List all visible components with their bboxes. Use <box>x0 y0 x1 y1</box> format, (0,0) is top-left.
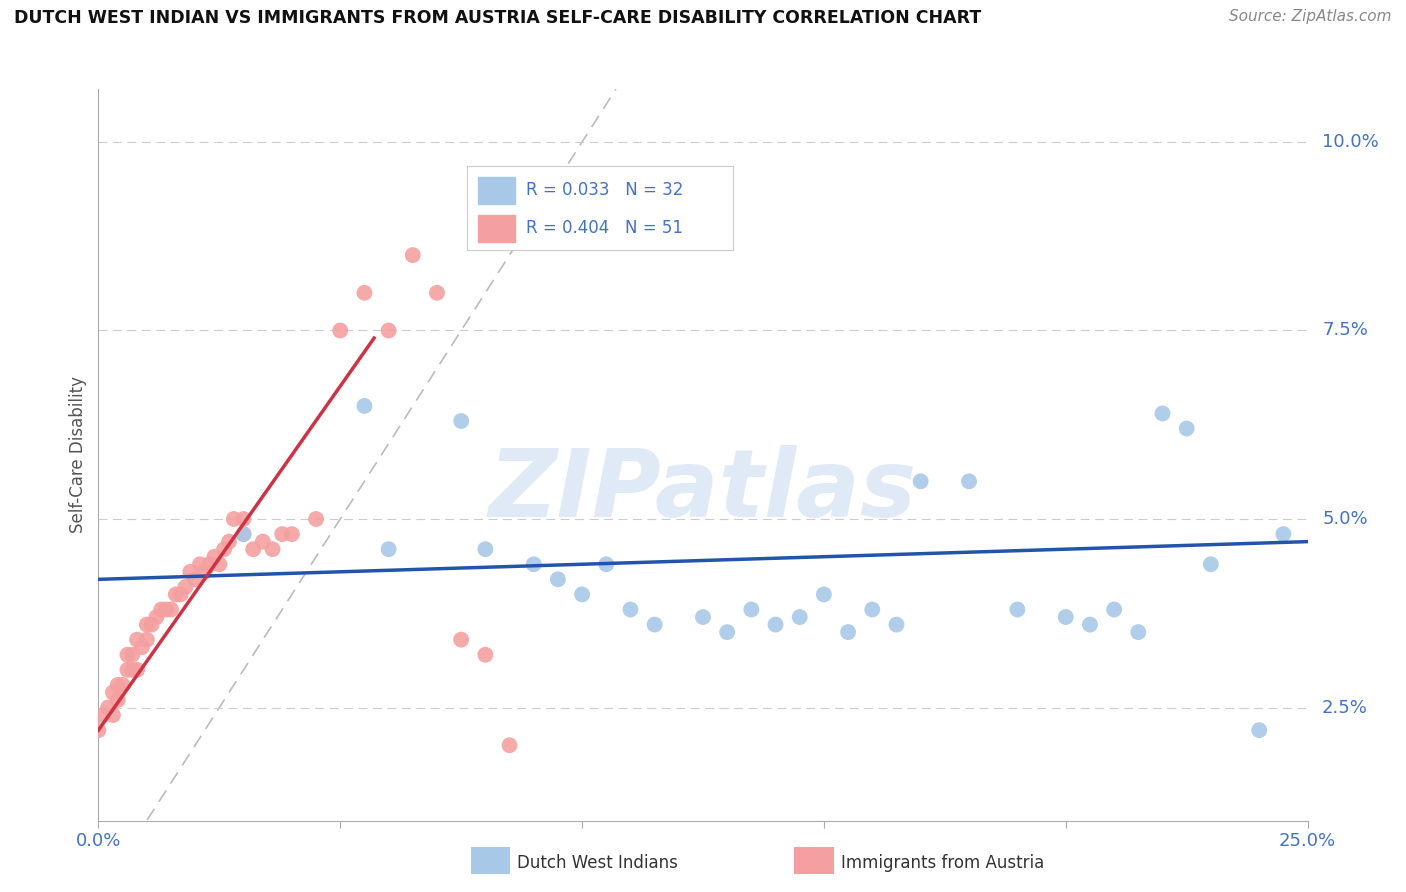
Point <box>188 558 211 572</box>
Point <box>111 678 134 692</box>
Point <box>121 663 143 677</box>
Point <box>87 723 110 738</box>
Point <box>571 587 593 601</box>
Point <box>117 663 139 677</box>
Point <box>131 640 153 655</box>
Text: 5.0%: 5.0% <box>1322 510 1368 528</box>
Point <box>426 285 449 300</box>
Point <box>218 534 240 549</box>
Point <box>169 587 191 601</box>
Point <box>232 512 254 526</box>
Point <box>141 617 163 632</box>
Text: R = 0.033   N = 32: R = 0.033 N = 32 <box>526 181 683 200</box>
Point <box>716 625 738 640</box>
Point <box>198 558 221 572</box>
Point <box>252 534 274 549</box>
Point <box>212 542 235 557</box>
Point <box>150 602 173 616</box>
Point <box>377 324 399 338</box>
Point <box>174 580 197 594</box>
Point <box>208 558 231 572</box>
Point <box>127 632 149 647</box>
Text: ZIPatlas: ZIPatlas <box>489 445 917 538</box>
Point <box>1102 602 1125 616</box>
Text: R = 0.404   N = 51: R = 0.404 N = 51 <box>526 219 683 237</box>
Point <box>281 527 304 541</box>
Point <box>498 738 520 752</box>
Point <box>692 610 714 624</box>
Point <box>353 399 375 413</box>
Point <box>194 565 217 579</box>
Point <box>619 602 641 616</box>
Point <box>145 610 167 624</box>
Point <box>957 475 980 489</box>
Point <box>740 602 762 616</box>
Point <box>107 693 129 707</box>
Point <box>91 708 114 723</box>
Text: DUTCH WEST INDIAN VS IMMIGRANTS FROM AUSTRIA SELF-CARE DISABILITY CORRELATION CH: DUTCH WEST INDIAN VS IMMIGRANTS FROM AUS… <box>14 9 981 27</box>
Point <box>474 542 496 557</box>
Y-axis label: Self-Care Disability: Self-Care Disability <box>69 376 87 533</box>
Point <box>450 414 472 428</box>
Point <box>262 542 284 557</box>
Point <box>232 527 254 541</box>
Point <box>789 610 811 624</box>
Point <box>353 285 375 300</box>
Point <box>135 632 157 647</box>
Point <box>232 527 254 541</box>
Point <box>377 542 399 557</box>
Point <box>242 542 264 557</box>
Point <box>204 549 226 564</box>
Point <box>886 617 908 632</box>
Point <box>121 648 143 662</box>
Point <box>117 648 139 662</box>
Point <box>127 663 149 677</box>
Point <box>910 475 932 489</box>
Point <box>644 617 666 632</box>
Point <box>107 678 129 692</box>
Point <box>523 558 546 572</box>
Point <box>155 602 177 616</box>
Point <box>97 700 120 714</box>
Point <box>765 617 787 632</box>
Point <box>222 512 245 526</box>
Point <box>837 625 859 640</box>
Text: Dutch West Indians: Dutch West Indians <box>517 854 678 871</box>
Point <box>305 512 328 526</box>
Text: 2.5%: 2.5% <box>1322 698 1368 716</box>
Point <box>1272 527 1295 541</box>
Point <box>184 572 207 586</box>
Point <box>547 572 569 586</box>
Point <box>1199 558 1222 572</box>
Point <box>165 587 187 601</box>
Point <box>1128 625 1150 640</box>
FancyBboxPatch shape <box>478 215 515 242</box>
FancyBboxPatch shape <box>478 177 515 204</box>
Point <box>595 558 617 572</box>
Point <box>179 565 201 579</box>
Point <box>1152 407 1174 421</box>
Point <box>1175 421 1198 435</box>
Point <box>271 527 294 541</box>
Point <box>402 248 425 262</box>
Point <box>329 324 352 338</box>
Point <box>813 587 835 601</box>
Point <box>101 708 124 723</box>
Text: 7.5%: 7.5% <box>1322 321 1368 340</box>
Point <box>160 602 183 616</box>
Point <box>1054 610 1077 624</box>
Text: 10.0%: 10.0% <box>1322 133 1379 151</box>
Point <box>135 617 157 632</box>
Point <box>1078 617 1101 632</box>
Point <box>1007 602 1029 616</box>
Point <box>474 648 496 662</box>
Text: Immigrants from Austria: Immigrants from Austria <box>841 854 1045 871</box>
Point <box>860 602 883 616</box>
Point <box>450 632 472 647</box>
Point <box>1249 723 1271 738</box>
Point <box>101 685 124 699</box>
Text: Source: ZipAtlas.com: Source: ZipAtlas.com <box>1229 9 1392 24</box>
